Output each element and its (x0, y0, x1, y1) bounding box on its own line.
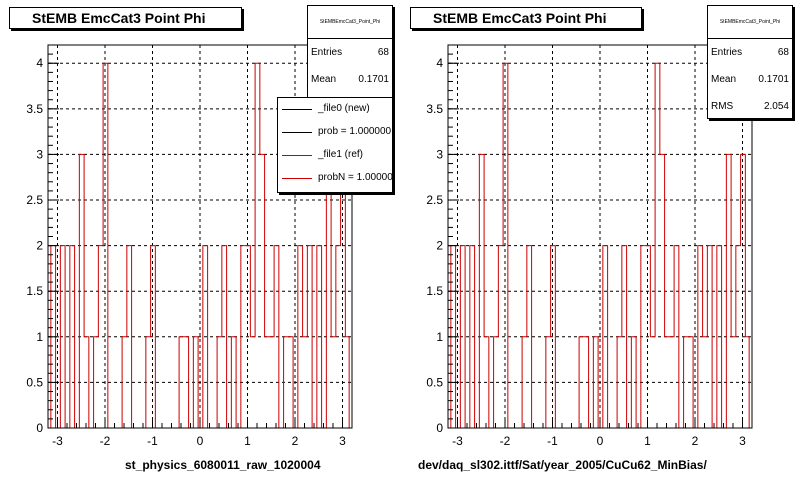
legend-swatch-file0 (282, 109, 312, 110)
legend-label-file0: _file0 (new) (318, 103, 370, 114)
right-stats-rms-value: 2.054 (763, 101, 789, 112)
left-y-tick-label: 0 (36, 421, 43, 435)
right-x-tick-label: -1 (547, 434, 558, 448)
right-x-tick-label: -3 (452, 434, 463, 448)
right-y-tick-label: 0.5 (426, 375, 443, 389)
left-x-tick-label: 2 (292, 434, 299, 448)
legend-label-prob: prob = 1.000000 (318, 126, 392, 137)
right-x-tick-label: 2 (692, 434, 699, 448)
right-y-tick-label: 4 (436, 56, 443, 70)
legend-entry-probn: probN = 1.000000 (278, 167, 392, 190)
right-stats-name: StEMBEmcCat3_Point_Phi (708, 6, 792, 39)
right-stats-rms-label: RMS (711, 101, 734, 112)
right-x-tick-label: -2 (500, 434, 511, 448)
right-x-tick-label: 0 (597, 434, 604, 448)
left-y-tick-label: 1 (36, 330, 43, 344)
right-histogram-series (450, 62, 750, 429)
right-y-tick-label: 2.5 (426, 193, 443, 207)
legend-label-file1: _file1 (ref) (318, 149, 364, 160)
left-x-tick-label: 0 (197, 434, 204, 448)
right-stats-rms-row: RMS 2.054 (708, 93, 792, 118)
left-y-tick-label: 2.5 (26, 193, 43, 207)
left-legend: _file0 (new) prob = 1.000000 _file1 (ref… (277, 97, 393, 193)
left-y-tick-label: 3.5 (26, 102, 43, 116)
left-stats-name: StEMBEmcCat3_Point_Phi (308, 6, 392, 39)
left-stats-mean-row: Mean 0.1701 (308, 66, 392, 93)
right-y-tick-label: 1 (436, 330, 443, 344)
legend-label-probn: probN = 1.000000 (318, 172, 393, 183)
right-stats-entries-value: 68 (777, 47, 789, 58)
legend-swatch-file1 (282, 155, 312, 156)
left-stats-mean-value: 0.1701 (358, 74, 389, 85)
left-x-tick-label: 1 (244, 434, 251, 448)
right-y-tick-label: 3 (436, 147, 443, 161)
left-y-tick-label: 3 (36, 147, 43, 161)
left-y-tick-label: 4 (36, 56, 43, 70)
right-x-axis-label: dev/daq_sl302.ittf/Sat/year_2005/CuCu62_… (418, 458, 707, 472)
left-x-tick-label: -1 (147, 434, 158, 448)
right-x-tick-label: 1 (644, 434, 651, 448)
left-stats-entries-label: Entries (311, 47, 343, 58)
right-y-tick-label: 3.5 (426, 102, 443, 116)
right-stats-mean-value: 0.1701 (758, 74, 789, 85)
right-stats-entries-label: Entries (711, 47, 743, 58)
left-stats-box: StEMBEmcCat3_Point_Phi Entries 68 Mean 0… (307, 5, 393, 105)
left-y-tick-label: 1.5 (26, 284, 43, 298)
left-x-tick-label: 3 (339, 434, 346, 448)
left-y-tick-label: 0.5 (26, 375, 43, 389)
right-stats-entries-row: Entries 68 (708, 39, 792, 66)
left-x-tick-label: -2 (100, 434, 111, 448)
right-x-tick-label: 3 (739, 434, 746, 448)
left-x-axis-label: st_physics_6080011_raw_1020004 (125, 458, 321, 472)
legend-swatch-probn (282, 178, 312, 179)
left-stats-entries-value: 68 (377, 47, 389, 58)
legend-entry-prob: prob = 1.000000 (278, 121, 392, 144)
legend-entry-file0: _file0 (new) (278, 98, 392, 121)
left-y-tick-label: 2 (36, 239, 43, 253)
legend-entry-file1: _file1 (ref) (278, 144, 392, 167)
right-y-tick-label: 2 (436, 239, 443, 253)
right-chart-title: StEMB EmcCat3 Point Phi (410, 7, 642, 29)
left-x-tick-label: -3 (52, 434, 63, 448)
right-stats-box: StEMBEmcCat3_Point_Phi Entries 68 Mean 0… (707, 5, 793, 119)
left-histogram-series (50, 62, 350, 429)
legend-swatch-prob (282, 132, 312, 133)
left-stats-entries-row: Entries 68 (308, 39, 392, 66)
right-stats-mean-label: Mean (711, 74, 737, 85)
right-y-tick-label: 1.5 (426, 284, 443, 298)
right-stats-mean-row: Mean 0.1701 (708, 66, 792, 93)
right-y-tick-label: 0 (436, 421, 443, 435)
left-chart-title: StEMB EmcCat3 Point Phi (9, 7, 242, 29)
left-stats-mean-label: Mean (311, 74, 337, 85)
